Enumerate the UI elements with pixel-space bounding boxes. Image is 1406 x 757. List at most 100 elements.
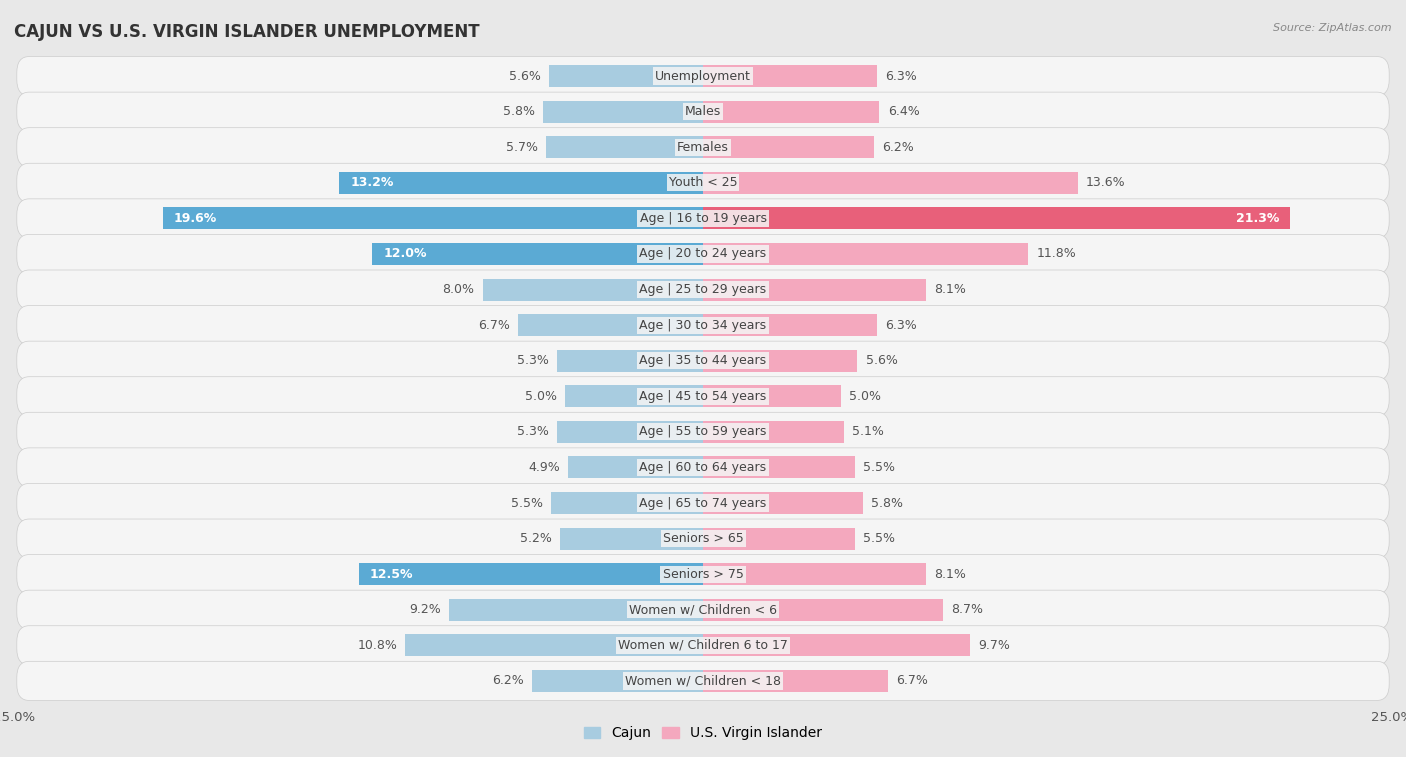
FancyBboxPatch shape — [17, 57, 1389, 95]
FancyBboxPatch shape — [17, 377, 1389, 416]
FancyBboxPatch shape — [17, 448, 1389, 487]
Text: 5.6%: 5.6% — [509, 70, 540, 83]
Text: 5.0%: 5.0% — [849, 390, 882, 403]
Bar — [519, 314, 703, 336]
Bar — [703, 65, 876, 87]
Text: 5.5%: 5.5% — [512, 497, 543, 509]
Bar — [450, 599, 703, 621]
Bar — [546, 136, 703, 158]
Text: 6.3%: 6.3% — [884, 319, 917, 332]
Text: 5.8%: 5.8% — [872, 497, 903, 509]
Bar — [703, 385, 841, 407]
Text: 6.2%: 6.2% — [492, 674, 524, 687]
Text: 4.9%: 4.9% — [527, 461, 560, 474]
Bar — [568, 456, 703, 478]
Text: 5.5%: 5.5% — [863, 532, 894, 545]
FancyBboxPatch shape — [17, 484, 1389, 522]
Text: 6.4%: 6.4% — [887, 105, 920, 118]
Text: Age | 65 to 74 years: Age | 65 to 74 years — [640, 497, 766, 509]
Text: Females: Females — [678, 141, 728, 154]
Bar — [565, 385, 703, 407]
Text: Women w/ Children < 6: Women w/ Children < 6 — [628, 603, 778, 616]
Bar — [703, 136, 875, 158]
Bar — [703, 243, 1028, 265]
Bar — [703, 350, 858, 372]
FancyBboxPatch shape — [17, 164, 1389, 202]
Text: 9.2%: 9.2% — [409, 603, 441, 616]
Text: Seniors > 65: Seniors > 65 — [662, 532, 744, 545]
Text: 5.2%: 5.2% — [520, 532, 551, 545]
FancyBboxPatch shape — [17, 626, 1389, 665]
Text: Age | 20 to 24 years: Age | 20 to 24 years — [640, 248, 766, 260]
FancyBboxPatch shape — [17, 662, 1389, 700]
FancyBboxPatch shape — [17, 92, 1389, 131]
Bar — [703, 599, 943, 621]
Bar — [531, 670, 703, 692]
Text: 5.1%: 5.1% — [852, 425, 884, 438]
Text: 5.8%: 5.8% — [503, 105, 534, 118]
Legend: Cajun, U.S. Virgin Islander: Cajun, U.S. Virgin Islander — [578, 721, 828, 746]
Text: 9.7%: 9.7% — [979, 639, 1011, 652]
Text: 6.7%: 6.7% — [896, 674, 928, 687]
Text: 8.1%: 8.1% — [935, 283, 966, 296]
Text: 5.3%: 5.3% — [517, 425, 548, 438]
Bar — [543, 101, 703, 123]
Bar — [163, 207, 703, 229]
Text: 13.2%: 13.2% — [350, 176, 394, 189]
Text: Age | 30 to 34 years: Age | 30 to 34 years — [640, 319, 766, 332]
FancyBboxPatch shape — [17, 235, 1389, 273]
Bar — [548, 65, 703, 87]
Bar — [703, 634, 970, 656]
Text: 8.7%: 8.7% — [950, 603, 983, 616]
Text: Age | 55 to 59 years: Age | 55 to 59 years — [640, 425, 766, 438]
Bar — [703, 172, 1078, 194]
Text: 6.2%: 6.2% — [882, 141, 914, 154]
Bar — [703, 207, 1289, 229]
Text: Males: Males — [685, 105, 721, 118]
Bar — [557, 421, 703, 443]
Bar — [703, 456, 855, 478]
Text: Women w/ Children 6 to 17: Women w/ Children 6 to 17 — [619, 639, 787, 652]
Bar — [703, 492, 863, 514]
Bar — [339, 172, 703, 194]
FancyBboxPatch shape — [17, 555, 1389, 593]
Text: Age | 25 to 29 years: Age | 25 to 29 years — [640, 283, 766, 296]
Text: Source: ZipAtlas.com: Source: ZipAtlas.com — [1274, 23, 1392, 33]
Bar — [703, 101, 879, 123]
Text: 5.5%: 5.5% — [863, 461, 894, 474]
Text: 5.6%: 5.6% — [866, 354, 897, 367]
Text: 11.8%: 11.8% — [1036, 248, 1076, 260]
Bar — [703, 314, 876, 336]
Text: Age | 16 to 19 years: Age | 16 to 19 years — [640, 212, 766, 225]
Bar — [482, 279, 703, 301]
Bar — [703, 563, 927, 585]
Text: Seniors > 75: Seniors > 75 — [662, 568, 744, 581]
Bar — [373, 243, 703, 265]
Text: Unemployment: Unemployment — [655, 70, 751, 83]
Text: CAJUN VS U.S. VIRGIN ISLANDER UNEMPLOYMENT: CAJUN VS U.S. VIRGIN ISLANDER UNEMPLOYME… — [14, 23, 479, 41]
Text: 12.5%: 12.5% — [370, 568, 413, 581]
Bar — [560, 528, 703, 550]
Text: 21.3%: 21.3% — [1236, 212, 1279, 225]
Text: 5.7%: 5.7% — [506, 141, 537, 154]
FancyBboxPatch shape — [17, 128, 1389, 167]
Bar — [703, 279, 927, 301]
FancyBboxPatch shape — [17, 413, 1389, 451]
Text: 10.8%: 10.8% — [357, 639, 396, 652]
Text: 6.3%: 6.3% — [884, 70, 917, 83]
Bar — [703, 670, 887, 692]
Text: Age | 35 to 44 years: Age | 35 to 44 years — [640, 354, 766, 367]
Text: Age | 60 to 64 years: Age | 60 to 64 years — [640, 461, 766, 474]
FancyBboxPatch shape — [17, 306, 1389, 344]
Text: 5.0%: 5.0% — [524, 390, 557, 403]
Bar — [703, 421, 844, 443]
Bar — [405, 634, 703, 656]
Bar — [551, 492, 703, 514]
Text: 8.1%: 8.1% — [935, 568, 966, 581]
Text: Youth < 25: Youth < 25 — [669, 176, 737, 189]
FancyBboxPatch shape — [17, 519, 1389, 558]
FancyBboxPatch shape — [17, 199, 1389, 238]
FancyBboxPatch shape — [17, 270, 1389, 309]
Text: 19.6%: 19.6% — [174, 212, 217, 225]
Text: 5.3%: 5.3% — [517, 354, 548, 367]
